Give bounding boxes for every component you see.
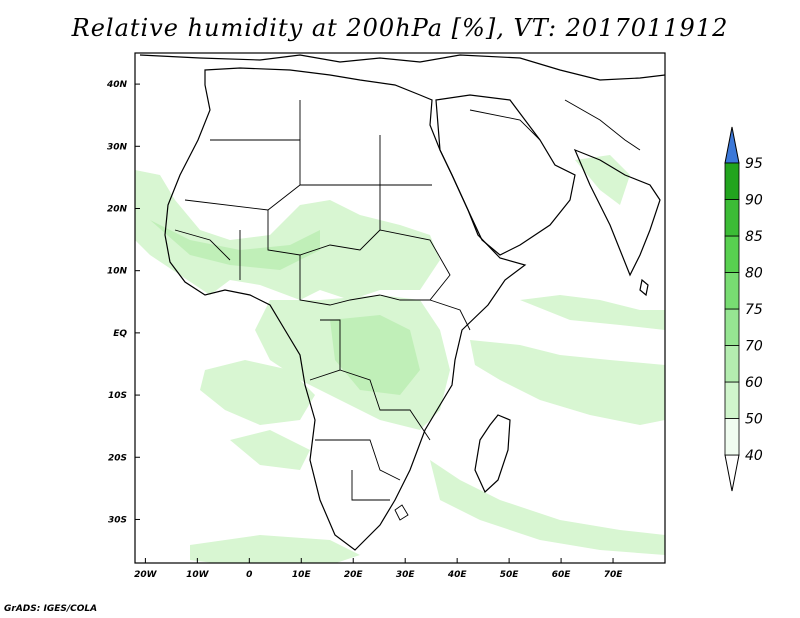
lon-tick-label: 20E — [344, 570, 364, 580]
colorbar-segment — [724, 235, 740, 273]
latitude-ticks: 40N 30N 20N 10N EQ 10S 20S 30S — [106, 80, 140, 525]
madagascar-coastline — [474, 414, 511, 494]
humidity-patch — [230, 430, 310, 470]
humidity-shading — [135, 155, 665, 563]
colorbar-under-triangle — [724, 454, 740, 492]
lat-tick-label: 20S — [108, 453, 127, 463]
lon-tick-label: 0 — [246, 570, 252, 580]
africa-coastline — [164, 67, 527, 551]
colorbar-segment — [724, 308, 740, 346]
border — [379, 135, 432, 186]
colorbar-segment — [724, 162, 740, 200]
border — [394, 504, 409, 521]
colorbar-label: 40 — [745, 448, 763, 464]
longitude-ticks: 20W 10W 0 10E 20E 30E 40E 50E 60E 70E — [134, 558, 623, 580]
lon-tick-label: 60E — [552, 570, 572, 580]
border — [564, 99, 641, 151]
border — [267, 210, 381, 256]
lon-tick-label: 70E — [604, 570, 624, 580]
lon-tick-label: 10E — [292, 570, 312, 580]
humidity-patch — [330, 315, 420, 395]
colorbar-label: 60 — [745, 375, 763, 391]
colorbar-label: 80 — [745, 266, 763, 282]
humidity-patch — [430, 460, 665, 555]
lat-tick-label: 30N — [107, 142, 128, 152]
srilanka-coastline — [639, 278, 649, 297]
lon-tick-label: 40E — [447, 570, 468, 580]
border — [299, 255, 381, 306]
border — [351, 470, 390, 501]
lat-tick-label: EQ — [113, 329, 127, 339]
border — [379, 229, 451, 301]
colorbar-over-triangle — [724, 126, 740, 164]
lon-tick-label: 20W — [134, 570, 158, 580]
lat-tick-label: 20N — [107, 204, 128, 214]
border — [339, 369, 431, 441]
humidity-patch — [200, 360, 315, 425]
colorbar-label: 70 — [745, 339, 763, 355]
chart-title: Relative humidity at 200hPa [%], VT: 201… — [71, 14, 729, 42]
lon-tick-label: 30E — [396, 570, 416, 580]
coastlines — [139, 54, 665, 551]
arabia-coastline — [435, 94, 576, 256]
colorbar-label: 90 — [745, 193, 763, 209]
humidity-patch — [575, 155, 630, 205]
india-coastline — [573, 148, 661, 277]
border — [429, 299, 471, 331]
border — [184, 184, 301, 211]
footer-credit: GrADS: IGES/COLA — [4, 604, 98, 614]
lat-tick-label: 30S — [108, 515, 127, 525]
humidity-patch — [190, 535, 360, 563]
lon-tick-label: 50E — [500, 570, 520, 580]
colorbar-label: 95 — [745, 156, 763, 172]
border — [315, 439, 401, 481]
humidity-patch — [470, 340, 665, 425]
colorbar-segment — [724, 199, 740, 237]
colorbar-label: 75 — [745, 302, 763, 318]
border — [309, 319, 341, 381]
border — [174, 229, 231, 261]
colorbar-segment — [724, 418, 740, 456]
lon-tick-label: 10W — [186, 570, 210, 580]
colorbar-segment — [724, 272, 740, 310]
colorbar: 40 50 60 70 75 80 85 90 95 — [724, 126, 763, 492]
colorbar-segment — [724, 345, 740, 383]
colorbar-segment — [724, 381, 740, 419]
lat-tick-label: 10N — [107, 267, 128, 277]
humidity-patch — [135, 170, 440, 300]
colorbar-label: 50 — [745, 412, 763, 428]
lat-tick-label: 10S — [108, 391, 127, 401]
border — [469, 109, 541, 141]
lat-tick-label: 40N — [106, 80, 128, 90]
eurasia-coastline — [139, 54, 665, 81]
country-borders — [174, 99, 641, 521]
humidity-patch — [520, 295, 665, 330]
plot-frame — [134, 52, 666, 564]
humidity-patch — [150, 220, 320, 270]
colorbar-label: 85 — [745, 229, 763, 245]
